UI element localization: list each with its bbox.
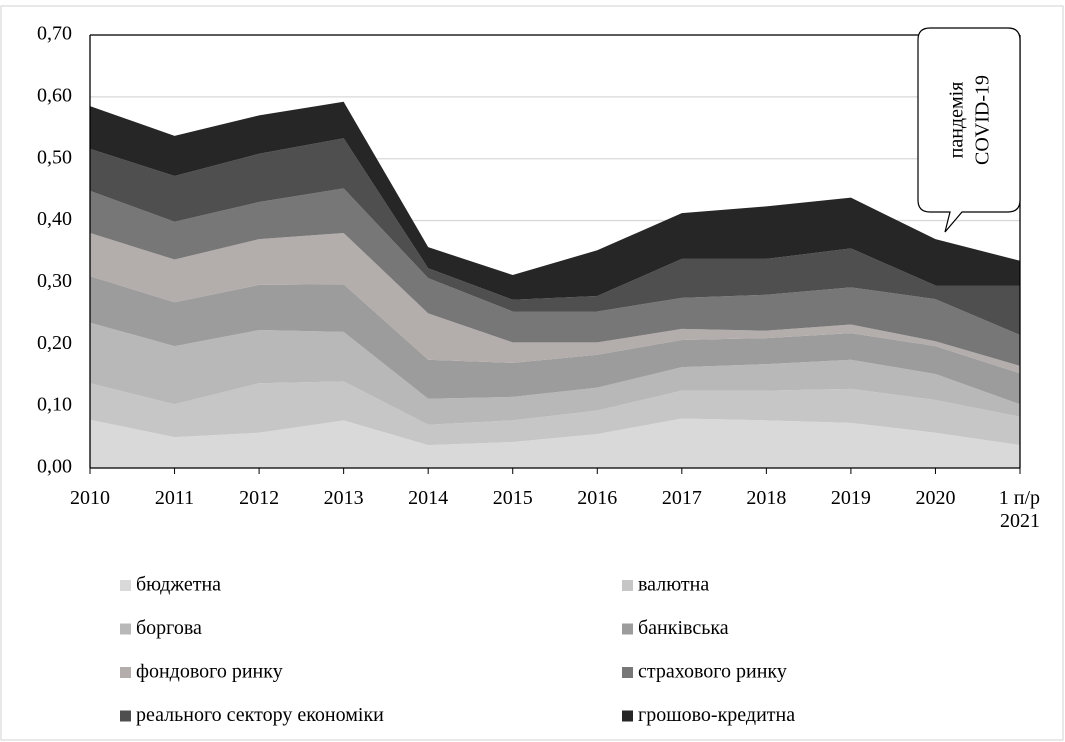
legend-swatch — [622, 710, 633, 722]
x-tick-label: 2020 — [915, 487, 956, 509]
area — [90, 138, 1020, 336]
legend-label: банківська — [638, 617, 729, 639]
x-tick-label: 2018 — [746, 487, 787, 509]
y-tick-label: 0,50 — [37, 146, 72, 168]
annotation: COVID-19 — [972, 75, 994, 165]
legend-swatch — [120, 623, 131, 635]
x-tick-label: 1 п/р 2021 — [998, 487, 1040, 532]
legend-label: страхового ринку — [638, 661, 787, 683]
legend-label: грошово-кредитна — [638, 704, 795, 726]
legend-label: боргова — [136, 617, 202, 639]
area — [90, 276, 1020, 405]
legend-swatch — [622, 580, 633, 591]
legend-label: фондового ринку — [136, 661, 283, 683]
x-tick-label: 2019 — [830, 487, 871, 509]
y-tick-label: 0,00 — [37, 456, 72, 478]
callout: пандемія COVID-19 — [917, 27, 1021, 233]
x-tick-label: 2017 — [661, 487, 702, 509]
area — [90, 101, 1020, 300]
legend-swatch — [120, 710, 131, 722]
y-tick-label: 0,60 — [37, 84, 72, 106]
x-tick-label: 2012 — [239, 487, 280, 509]
area — [90, 232, 1020, 374]
area — [90, 322, 1020, 425]
legend-label: реального сектору економіки — [136, 704, 384, 726]
x-tick-label: 2013 — [323, 487, 364, 509]
y-tick-label: 0,10 — [37, 394, 72, 416]
area — [90, 418, 1020, 468]
x-tick-label: 2010 — [70, 487, 110, 509]
area — [90, 188, 1020, 366]
area — [90, 381, 1020, 446]
x-tick-label: 2014 — [408, 487, 449, 509]
legend-label: валютна — [638, 574, 709, 596]
x-tick-label: 2015 — [492, 487, 533, 509]
legend-swatch — [622, 623, 633, 635]
legend-swatch — [120, 667, 131, 678]
y-tick-label: 0,40 — [37, 208, 72, 230]
legend-swatch — [622, 667, 633, 678]
frame — [0, 5, 1064, 741]
y-tick-label: 0,70 — [37, 23, 72, 45]
x-tick-label: 2011 — [154, 487, 195, 509]
y-tick-label: 0,20 — [37, 332, 72, 354]
legend-label: бюджетна — [136, 574, 221, 596]
annotation: пандемія — [946, 82, 968, 159]
y-tick-label: 0,30 — [37, 270, 72, 292]
legend-swatch — [120, 580, 131, 591]
x-tick-label: 2016 — [577, 487, 618, 509]
